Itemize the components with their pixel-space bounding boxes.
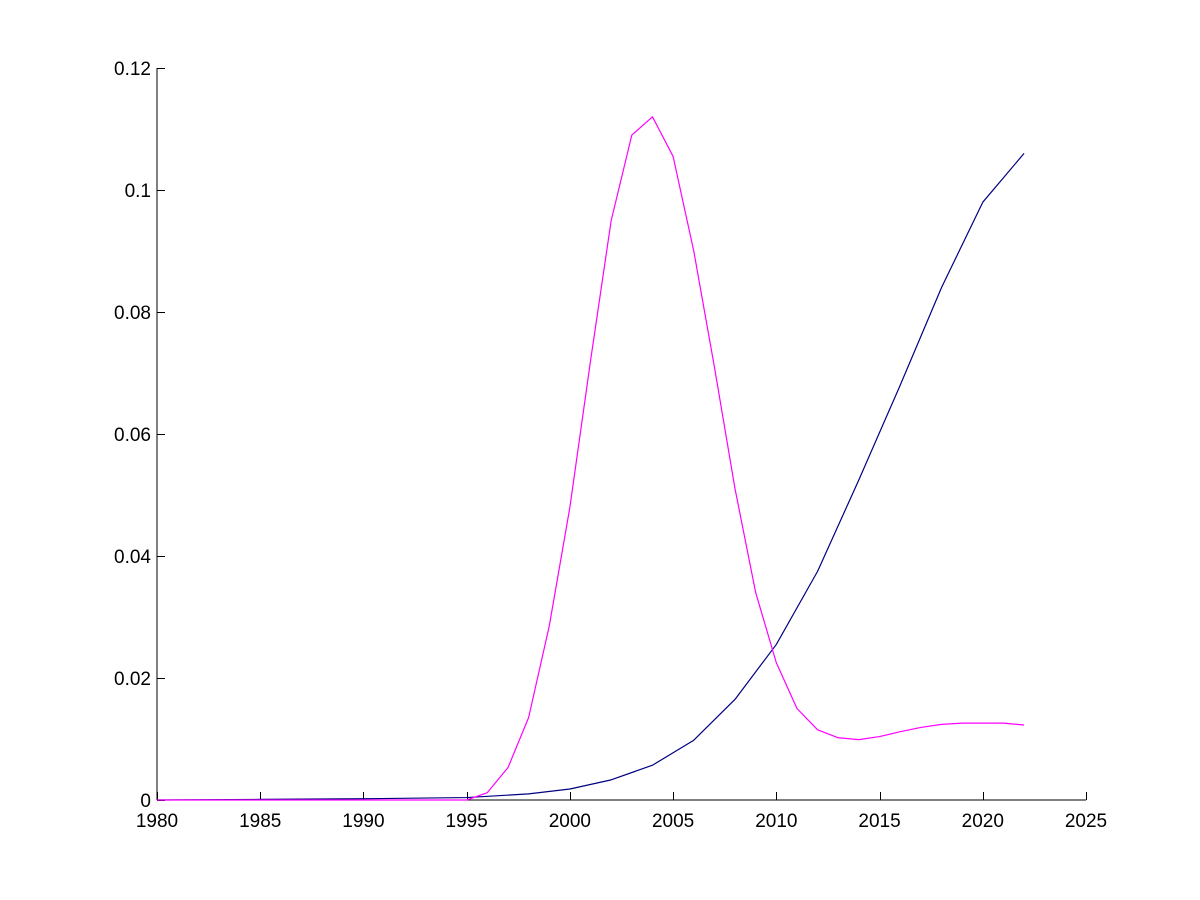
tick-labels: 1980 1985 1990 1995 2000 2005 2010 2015 2020 2025… — [114, 59, 1107, 832]
y-tick-label: 0.06 — [114, 425, 151, 446]
x-tick-label: 2010 — [755, 811, 797, 832]
y-tick-label: 0.12 — [114, 59, 151, 80]
x-tick-label: 2015 — [858, 811, 900, 832]
x-tick-label: 2000 — [549, 811, 591, 832]
x-tick-label: 1980 — [136, 811, 178, 832]
y-tick-label: 0.08 — [114, 303, 151, 324]
y-tick-label: 0 — [140, 791, 151, 812]
x-tick-label: 2020 — [962, 811, 1004, 832]
y-tick-label: 0.02 — [114, 669, 151, 690]
series-layer — [156, 116, 1025, 801]
series-line-2 — [157, 116, 1025, 801]
x-tick-label: 2025 — [1065, 811, 1107, 832]
y-tick-label: 0.1 — [125, 181, 151, 202]
x-tick-label: 1985 — [239, 811, 281, 832]
x-tick-label: 1995 — [446, 811, 488, 832]
y-tick-label: 0.04 — [114, 547, 151, 568]
x-tick-label: 2005 — [652, 811, 694, 832]
series-line-1 — [156, 153, 1025, 801]
x-tick-label: 1990 — [342, 811, 384, 832]
